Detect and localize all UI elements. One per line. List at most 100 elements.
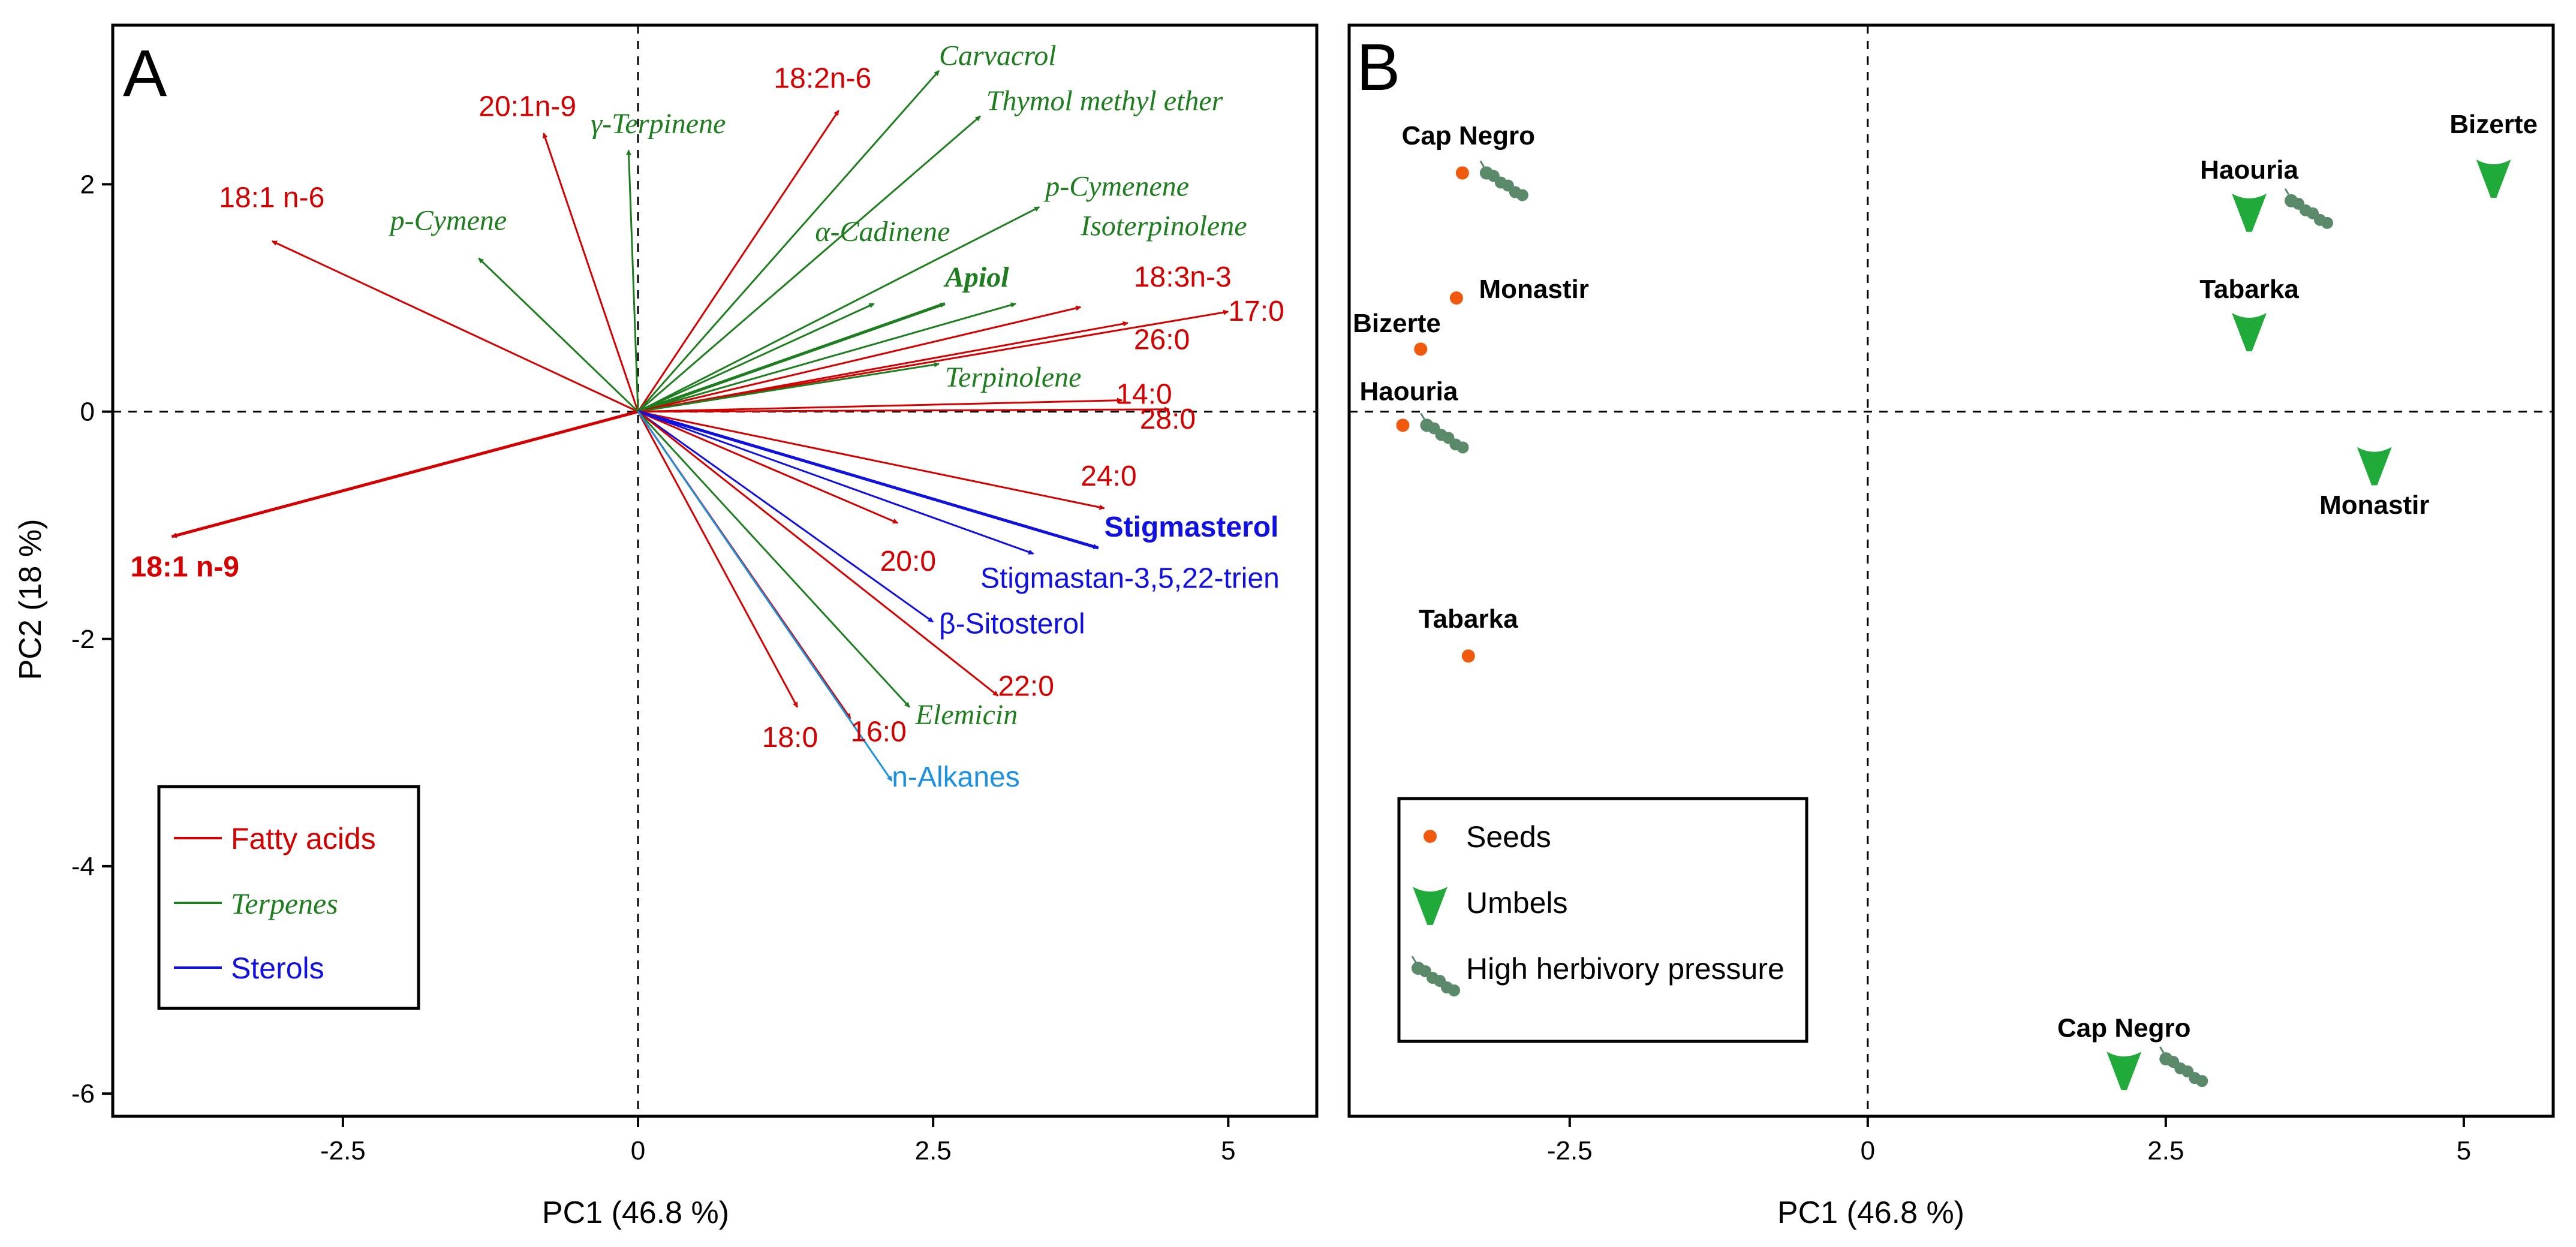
point-seed-tabarka	[1461, 649, 1475, 663]
legend-label-umbels: Umbels	[1466, 886, 1567, 920]
vector-label-18-1-n-9: 18:1 n-9	[131, 551, 239, 583]
panel-b-legend: Seeds Umbels High herbivory pressure	[1397, 797, 1808, 1043]
vector-24-0	[637, 411, 1105, 510]
herbivory-seed-haouria	[1420, 412, 1469, 454]
panel-a-y-axis-title: PC2 (18 %)	[13, 519, 48, 680]
panel-a-x-tick-label: 5	[1221, 1136, 1235, 1165]
vector-label-n-alkanes: n-Alkanes	[892, 761, 1019, 793]
vector-14-0	[638, 397, 1123, 413]
vector-isoterpinolene	[637, 302, 1016, 413]
vector-label-thymol-methyl-ether: Thymol methyl ether	[986, 85, 1223, 117]
vector-apiol	[637, 302, 946, 413]
panel-b-legend-frame	[1397, 797, 1808, 1043]
point-seed-cap-negro	[1455, 166, 1469, 180]
legend-label-fatty-acids: Fatty acids	[231, 822, 376, 856]
point-seed-bizerte	[1414, 342, 1428, 356]
site-label-seed-tabarka: Tabarka	[1419, 604, 1518, 634]
panel-a-vector-labels: 18:1 n-9 18:1 n-6 20:1n-9 γ-Terpinene p-Cyme…	[131, 40, 1284, 793]
vector-label-cadinene: α-Cadinene	[815, 216, 950, 248]
vector-label-terpinolene: Terpinolene	[945, 362, 1082, 393]
panel-b-letter: B	[1356, 31, 1400, 104]
panel-a-ticks: -2.5 0 2.5 5 2 0 -2 -4 -6	[71, 170, 1236, 1165]
site-label-seed-cap-negro: Cap Negro	[1402, 121, 1535, 150]
site-label-umbel-haouria: Haouria	[2200, 155, 2298, 185]
panel-a-letter: A	[123, 37, 167, 110]
vector-label-apiol: Apiol	[943, 261, 1009, 293]
vector-label-elemicin: Elemicin	[915, 699, 1018, 731]
site-label-seed-monastir: Monastir	[1479, 275, 1588, 304]
vector-terpinolene	[637, 362, 940, 413]
vector-label-isoterpinolene: Isoterpinolene	[1080, 210, 1247, 242]
panel-a-x-axis-title: PC1 (46.8 %)	[542, 1195, 729, 1230]
vector-label-p-cymene: p-Cymene	[389, 204, 507, 236]
legend-symbol-seeds	[1424, 830, 1437, 843]
panel-b-x-axis-title: PC1 (46.8 %)	[1777, 1195, 1964, 1230]
vector-18-3n-3	[637, 305, 1082, 413]
site-label-seed-haouria: Haouria	[1359, 377, 1458, 406]
vector-label-sitosterol: β-Sitosterol	[939, 608, 1085, 640]
point-seed-haouria	[1396, 418, 1410, 432]
vector-26-0	[637, 321, 1128, 413]
site-label-umbel-monastir: Monastir	[2319, 490, 2429, 520]
herbivory-seed-cap-negro	[1479, 160, 1528, 201]
panel-a-zero-lines	[113, 25, 1317, 1116]
vector-stigmastan-3-5-22-trien	[637, 411, 1034, 555]
vector-label-18-2n-6: 18:2n-6	[774, 62, 871, 94]
vector-label-28-0: 28:0	[1140, 403, 1196, 435]
panel-b-site-labels: Cap Negro Monastir Bizerte Haouria Tabarka Bi…	[1353, 110, 2538, 1043]
vector-label-18-0: 18:0	[762, 722, 818, 754]
vector-label-p-cymenene: p-Cymenene	[1043, 170, 1189, 202]
vector-p-cymene	[478, 257, 639, 412]
vector-22-0	[637, 411, 999, 697]
panel-b-x-tick-label: 0	[1861, 1136, 1875, 1165]
point-umbel-cap-negro	[2106, 1052, 2142, 1091]
vector-terpinene	[626, 149, 639, 412]
site-label-umbel-cap-negro: Cap Negro	[2057, 1013, 2190, 1043]
legend-label-terpenes: Terpenes	[231, 887, 338, 920]
vector-label-stigmasterol: Stigmasterol	[1105, 511, 1279, 543]
panel-b-frame	[1347, 23, 2555, 1118]
panel-a-y-tick-label: -6	[71, 1079, 95, 1109]
vector-label-terpinene: γ-Terpinene	[591, 108, 726, 140]
legend-label-seeds: Seeds	[1466, 820, 1551, 854]
panel-b-x-tick-label: 2.5	[2147, 1136, 2184, 1165]
panel-a-y-tick-label: -4	[71, 852, 95, 881]
vector-cadinene	[637, 303, 875, 412]
site-label-umbel-tabarka: Tabarka	[2199, 275, 2299, 304]
point-umbel-haouria	[2232, 193, 2267, 232]
legend-symbol-umbels	[1413, 887, 1448, 925]
panel-a-frame	[111, 23, 1319, 1118]
panel-a-x-tick-label: 0	[631, 1136, 645, 1165]
vector-label-17-0: 17:0	[1228, 296, 1284, 327]
legend-label-high-herbivory-pressure: High herbivory pressure	[1466, 952, 1784, 986]
panel-a-y-tick-label: 2	[80, 170, 95, 199]
vector-18-1-n-9	[171, 410, 639, 538]
point-umbel-bizerte	[2476, 159, 2511, 198]
vector-label-18-3n-3: 18:3n-3	[1134, 261, 1232, 293]
vector-elemicin	[637, 411, 910, 708]
panel-a-legend-frame	[157, 785, 420, 1010]
herbivory-umbel-cap-negro	[2159, 1046, 2208, 1088]
panel-a-x-tick-label: -2.5	[320, 1136, 366, 1165]
vector-label-18-1-n-6: 18:1 n-6	[219, 182, 324, 213]
site-label-umbel-bizerte: Bizerte	[2449, 110, 2538, 139]
legend-label-sterols: Sterols	[231, 951, 324, 985]
vector-p-cymenene	[637, 206, 1040, 412]
vector-20-1n-9	[542, 132, 639, 412]
point-umbel-monastir	[2357, 447, 2392, 486]
vector-label-carvacrol: Carvacrol	[939, 40, 1057, 71]
vector-label-20-1n-9: 20:1n-9	[479, 91, 576, 123]
vector-thymol-methyl-ether	[637, 115, 981, 412]
point-umbel-tabarka	[2232, 312, 2267, 351]
vector-carvacrol	[637, 70, 940, 412]
vector-sitosterol	[637, 411, 934, 623]
vector-label-20-0: 20:0	[880, 546, 936, 577]
point-seed-monastir	[1449, 291, 1463, 305]
panel-b-zero-lines	[1349, 25, 2553, 1116]
panel-a-legend: Fatty acids Terpenes Sterols	[157, 785, 420, 1010]
panel-a-y-tick-label: -2	[71, 625, 95, 654]
site-label-seed-bizerte: Bizerte	[1353, 309, 1441, 338]
panel-b-x-tick-label: -2.5	[1547, 1136, 1593, 1165]
panel-a-loading-vectors	[171, 70, 1229, 782]
